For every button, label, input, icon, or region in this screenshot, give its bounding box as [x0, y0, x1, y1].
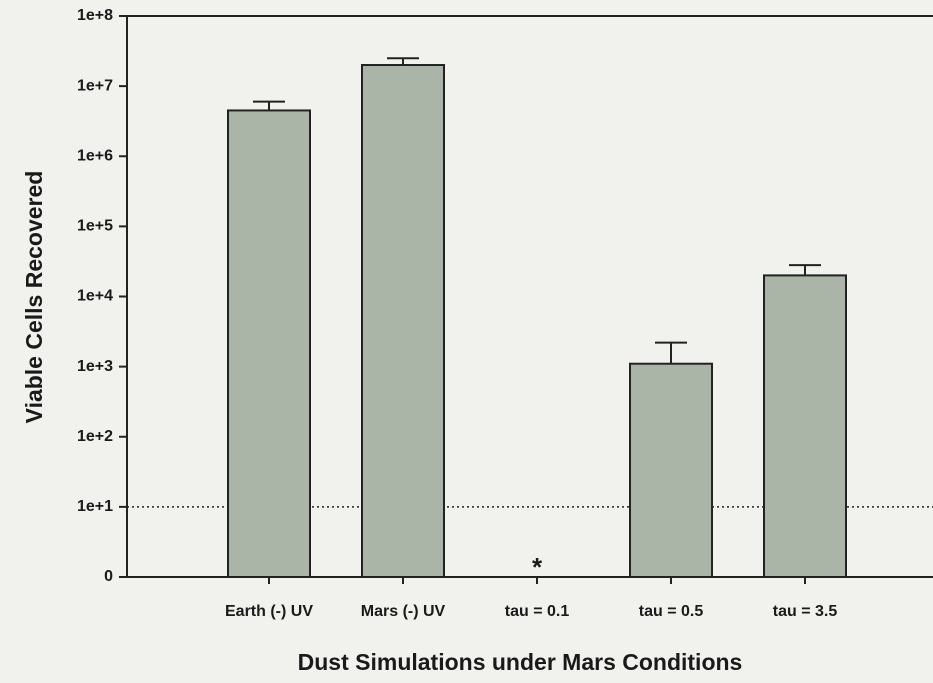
y-axis-label: Viable Cells Recovered	[21, 171, 47, 424]
x-tick-label: tau = 0.1	[505, 603, 570, 620]
x-tick-label: Mars (-) UV	[361, 603, 446, 620]
bar	[361, 64, 445, 579]
y-tick-label: 1e+2	[77, 428, 113, 445]
bar	[227, 109, 311, 578]
x-axis-label: Dust Simulations under Mars Conditions	[298, 649, 743, 675]
bar	[763, 274, 847, 578]
y-tick-label: 1e+5	[77, 218, 113, 235]
x-tick-label: Earth (-) UV	[225, 603, 313, 620]
y-tick-label: 1e+7	[77, 77, 113, 94]
y-tick-label: 1e+6	[77, 147, 113, 164]
y-tick-label: 0	[104, 568, 113, 585]
x-tick-label: tau = 0.5	[639, 603, 704, 620]
annotation: *	[532, 552, 543, 582]
bar	[629, 362, 713, 579]
y-tick-label: 1e+4	[77, 288, 113, 305]
y-tick-label: 1e+3	[77, 358, 113, 375]
y-tick-label: 1e+1	[77, 498, 113, 515]
y-tick-label: 1e+8	[77, 7, 113, 24]
x-tick-label: tau = 3.5	[773, 603, 838, 620]
